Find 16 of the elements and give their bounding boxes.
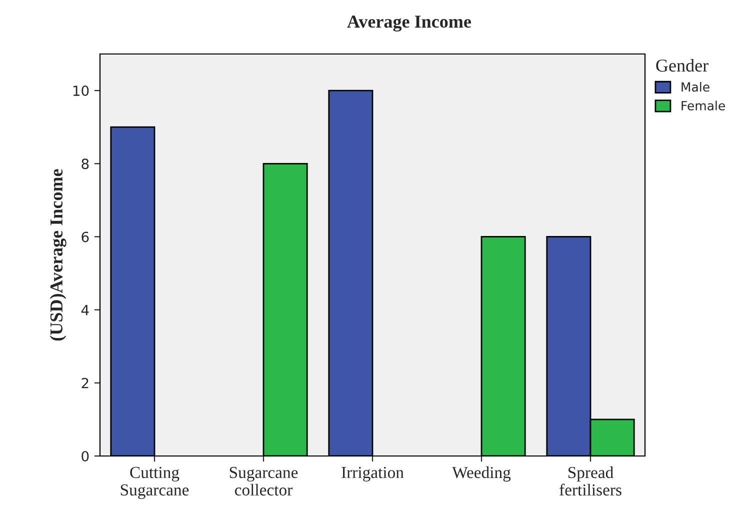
y-tick-label: 10: [73, 86, 89, 96]
y-tick-label: 2: [82, 378, 88, 388]
y-tick-label: 8: [82, 158, 89, 170]
x-tick-label: Irrigation: [342, 466, 404, 482]
legend-title: Gender: [656, 59, 708, 72]
y-tick-label: 4: [81, 304, 89, 316]
y-tick-label: 0: [82, 450, 89, 462]
x-tick-label: Cutting Sugarcane: [120, 466, 189, 500]
legend-label: Male: [682, 82, 710, 92]
y-axis-title: (USD)Average Income: [50, 169, 66, 341]
x-tick-label: Sugarcane collector: [230, 466, 298, 496]
legend-label: Female: [682, 100, 725, 110]
chart-title: Average Income: [347, 16, 471, 32]
x-tick-label: Weeding: [452, 466, 511, 482]
x-tick-label: Spread fertilisers: [560, 466, 622, 496]
y-tick-label: 6: [82, 232, 89, 242]
